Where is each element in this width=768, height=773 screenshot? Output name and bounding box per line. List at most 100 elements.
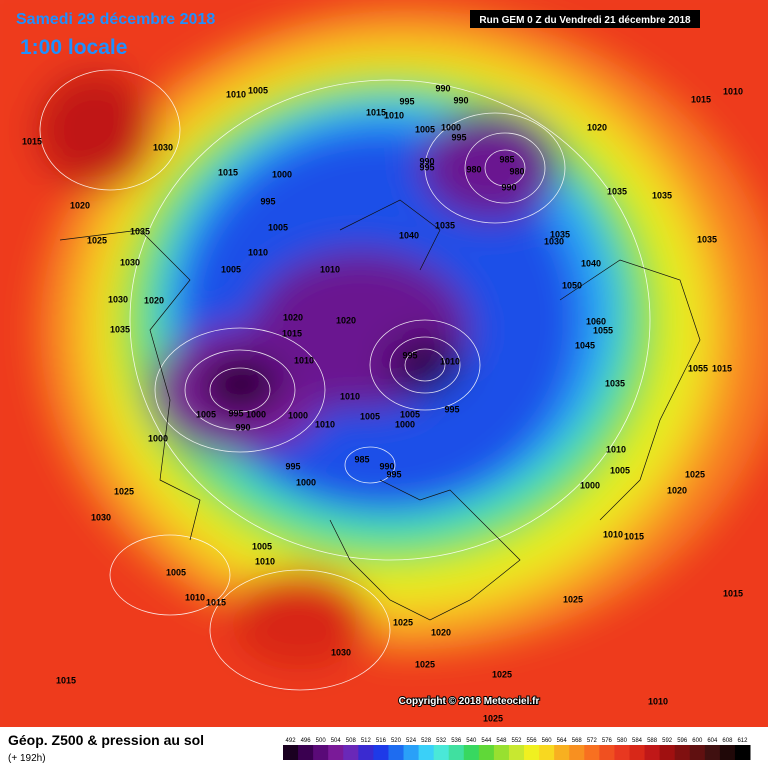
- isobar-label: 985: [354, 454, 369, 464]
- legend-swatch: [524, 745, 540, 760]
- isobar-label: 995: [451, 132, 466, 142]
- isobar-label: 1035: [130, 226, 150, 236]
- isobar-label: 1010: [606, 444, 626, 454]
- copyright: Copyright © 2018 Meteociel.fr: [399, 696, 540, 707]
- isobar-label: 1025: [87, 235, 107, 245]
- isobar-label: 1005: [252, 541, 272, 551]
- legend-level: 568: [572, 738, 583, 744]
- legend-swatch: [734, 745, 751, 760]
- isobar-label: 1000: [246, 409, 266, 419]
- isobar-label: 1030: [331, 647, 351, 657]
- isobar-label: 1035: [607, 186, 627, 196]
- run: Run GEM 0 Z du Vendredi 21 décembre 2018: [479, 15, 691, 26]
- time: 1:00 locale: [20, 36, 127, 59]
- isobar-label: 1005: [166, 567, 186, 577]
- legend-level: 520: [391, 738, 402, 744]
- isobar-label: 1010: [340, 391, 360, 401]
- legend-swatch: [448, 745, 465, 760]
- isobar-label: 1000: [580, 480, 600, 490]
- isobar-label: 1015: [56, 675, 76, 685]
- isobar-label: 1030: [120, 257, 140, 267]
- isobar-label: 1025: [415, 659, 435, 669]
- isobar-label: 1015: [218, 167, 238, 177]
- legend-level: 508: [346, 738, 357, 744]
- legend-swatch: [493, 745, 510, 760]
- isobar-label: 1015: [691, 94, 711, 104]
- isobar-label: 1005: [196, 409, 216, 419]
- isobar-label: 1010: [315, 419, 335, 429]
- legend-swatch: [659, 745, 676, 760]
- footer-lead: (+ 192h): [8, 753, 46, 764]
- isobar-label: 1040: [399, 230, 419, 240]
- legend-swatch: [388, 745, 405, 760]
- isobar-label: 1050: [562, 280, 582, 290]
- legend-swatch: [704, 745, 721, 760]
- isobar-label: 1000: [272, 169, 292, 179]
- isobar-label: 1000: [288, 410, 308, 420]
- legend-swatch: [614, 745, 630, 760]
- isobar-label: 1000: [395, 419, 415, 429]
- isobar-label: 1015: [366, 107, 386, 117]
- isobar-label: 995: [285, 461, 300, 471]
- legend-level: 496: [301, 738, 312, 744]
- isobar-label: 995: [260, 196, 275, 206]
- isobar-label: 995: [399, 96, 414, 106]
- legend-level: 588: [647, 738, 658, 744]
- legend-swatch: [539, 745, 555, 760]
- isobar-label: 1015: [206, 597, 226, 607]
- isobar-label: 1035: [697, 234, 717, 244]
- isobar-label: 995: [419, 162, 434, 172]
- isobar-label: 1005: [268, 222, 288, 232]
- isobar-label: 1000: [441, 122, 461, 132]
- isobar-label: 1010: [648, 696, 668, 706]
- legend-level: 544: [481, 738, 492, 744]
- legend-swatch: [584, 745, 600, 760]
- isobar-label: 1010: [255, 556, 275, 566]
- isobar-label: 1030: [544, 236, 564, 246]
- isobar-label: 1030: [153, 142, 173, 152]
- isobar-label: 995: [386, 469, 401, 479]
- run-box: [470, 10, 700, 28]
- isobar-label: 1020: [144, 295, 164, 305]
- isobar-label: 1010: [185, 592, 205, 602]
- legend-level: 576: [602, 738, 613, 744]
- legend-swatch: [373, 745, 389, 760]
- isobar-label: 1020: [431, 627, 451, 637]
- legend-level: 612: [737, 738, 748, 744]
- isobar-label: 1035: [110, 324, 130, 334]
- legend-level: 560: [542, 738, 553, 744]
- isobar-label: 1025: [483, 713, 503, 723]
- legend-level: 532: [436, 738, 447, 744]
- legend-swatch: [313, 745, 329, 760]
- legend-level: 524: [406, 738, 417, 744]
- legend-level: 564: [557, 738, 568, 744]
- isobar-label: 1025: [393, 617, 413, 627]
- isobar-label: 1045: [575, 340, 595, 350]
- isobar-label: 1005: [221, 264, 241, 274]
- isobar-label: 1035: [605, 378, 625, 388]
- isobar-label: 1010: [294, 355, 314, 365]
- legend-level: 500: [316, 738, 327, 744]
- legend-swatch: [358, 745, 374, 760]
- isobar-label: 1005: [415, 124, 435, 134]
- isobar-label: 985: [499, 154, 514, 164]
- legend: 492 496 500 504 508 512 516 520 524 528 532 536 540 5…: [283, 738, 751, 760]
- legend-swatch: [463, 745, 480, 760]
- isobar-label: 1020: [70, 200, 90, 210]
- legend-level: 540: [466, 738, 477, 744]
- isobar-label: 1020: [587, 122, 607, 132]
- isobar-label: 1010: [248, 247, 268, 257]
- legend-swatch: [343, 745, 359, 760]
- isobar-label: 980: [466, 164, 481, 174]
- legend-level: 604: [707, 738, 718, 744]
- legend-level: 596: [677, 738, 688, 744]
- legend-swatch: [433, 745, 450, 760]
- legend-swatch: [629, 745, 646, 760]
- isobar-label: 1055: [688, 363, 708, 373]
- legend-swatch: [283, 745, 299, 760]
- isobar-label: 1005: [360, 411, 380, 421]
- legend-level: 592: [662, 738, 673, 744]
- isobar-label: 1015: [712, 363, 732, 373]
